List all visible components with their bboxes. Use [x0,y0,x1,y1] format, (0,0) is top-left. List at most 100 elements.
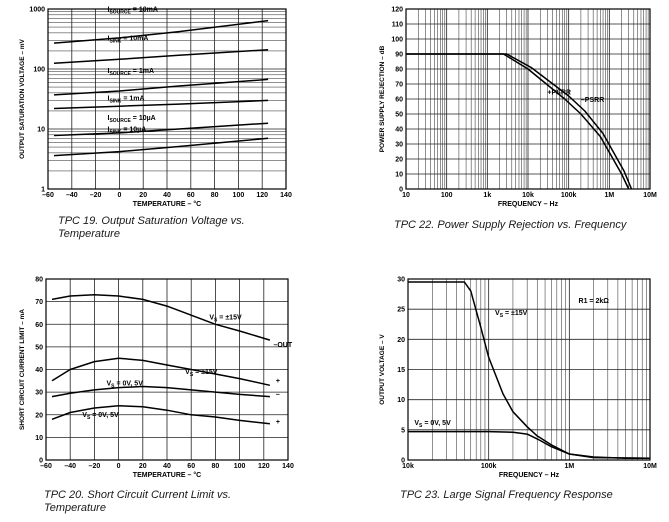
annotation-label: VS = 0V, 5V [414,420,451,429]
x-axis-label: FREQUENCY – Hz [499,472,560,479]
x-tick-label: 60 [187,463,195,470]
y-tick-label: 50 [395,112,403,119]
y-tick-label: 30 [395,142,403,149]
y-tick-label: 80 [35,277,43,284]
annotation-label: ISOURCE = 1mA [108,68,155,77]
series-line-3 [51,385,270,398]
series-line-3 [53,78,269,96]
annotation-label: VS = 0V, 5V [82,412,119,421]
x-tick-label: 1k [483,192,491,199]
y-tick-label: 70 [395,82,403,89]
plot-frame [45,278,289,461]
y-tick-label: 10 [395,172,403,179]
annotation-label: +PSRR [547,90,571,97]
y-tick-label: 100 [33,67,45,74]
x-tick-label: 10k [402,463,414,470]
chart-4: 10k 100k 1M 10M 0 5 10 15 20 25 30 FREQUENCY – Hz OU… [379,277,657,480]
y-tick-label: 0 [39,458,43,465]
x-axis-label: TEMPERATURE – °C [133,200,201,208]
x-tick-label: 20 [139,192,147,199]
chart-1: –60 –40 –20 0 20 40 60 80 100 120 140 1 10 100 1000 TEM… [19,7,292,209]
y-axis-label: SHORT CIRCUIT CURRENT LIMIT – mA [19,309,26,430]
y-tick-label: 60 [35,322,43,329]
series-line-1 [51,294,271,341]
series-line-6 [53,137,269,157]
series-line-4 [51,404,270,425]
y-axis-label: OUTPUT VOLTAGE – V [379,334,386,405]
plot-frame [47,8,287,190]
x-tick-label: –20 [89,463,101,470]
annotation-label: ISINK = 10µA [108,127,147,136]
series-line-4 [53,99,269,110]
x-tick-label: 120 [258,463,270,470]
y-tick-label: 20 [397,337,405,344]
y-tick-label: 5 [401,427,405,434]
annotation-label: – [276,392,280,399]
annotation-label: VS = 0V, 5V [107,380,144,389]
x-tick-label: –40 [66,192,78,199]
y-tick-label: 20 [395,157,403,164]
y-tick-label: 90 [395,52,403,59]
x-tick-label: 10 [402,192,410,199]
caption-tpc19: TPC 19. Output Saturation Voltage vs. Te… [58,215,245,240]
x-tick-label: 140 [282,463,294,470]
x-tick-label: 40 [163,463,171,470]
chart-3: –60 –40 –20 0 20 40 60 80 100 120 140 0 10 20 30 40 50 60… [19,277,294,480]
y-tick-label: 0 [401,458,405,465]
series-line-2 [406,53,633,190]
annotation-label: –PSRR [581,97,604,104]
caption-tpc20: TPC 20. Short Circuit Current Limit vs. … [44,489,232,514]
annotation-label: ISOURCE = 10mA [108,7,158,16]
x-axis-label: FREQUENCY – Hz [498,201,559,208]
x-tick-label: –60 [40,463,52,470]
annotation-label: R1 = 2kΩ [579,298,610,305]
plot-frame [405,8,651,190]
caption-tpc22: TPC 22. Power Supply Rejection vs. Frequ… [394,219,627,231]
y-tick-label: 30 [397,277,405,284]
y-axis-label: OUTPUT SATURATION VOLTAGE – mV [19,38,26,158]
y-tick-label: 1 [41,187,45,194]
y-tick-label: 110 [392,22,403,29]
annotation-label: VS = ±15V [209,315,242,324]
y-tick-label: 0 [399,187,403,194]
y-tick-label: 120 [391,7,403,14]
y-tick-label: 50 [35,344,43,351]
y-tick-label: 15 [397,367,405,374]
x-tick-label: 80 [211,192,219,199]
y-tick-label: 10 [35,435,43,442]
y-tick-label: 80 [395,67,403,74]
x-tick-label: 140 [280,192,292,199]
annotation-label: ISINK = 1mA [108,95,145,104]
y-tick-label: 40 [35,367,43,374]
x-tick-label: 10M [643,463,657,470]
y-tick-label: 1000 [29,7,45,14]
plot-frame [407,278,651,461]
y-tick-label: 70 [35,299,43,306]
x-tick-label: 20 [139,463,147,470]
x-tick-label: 60 [187,192,195,199]
x-tick-label: 0 [117,192,121,199]
x-tick-label: 100 [233,192,245,199]
x-tick-label: –40 [64,463,76,470]
y-tick-label: 40 [395,127,403,134]
x-tick-label: 10k [522,192,534,199]
y-tick-label: 25 [397,307,405,314]
x-tick-label: 40 [163,192,171,199]
annotation-label: VS = ±15V [495,310,528,319]
series-line-2 [408,430,651,459]
annotation-label: ISINK = 10mA [108,35,149,44]
x-tick-label: 10M [643,192,657,199]
annotation-label: VS = ±15V [185,369,218,378]
annotation-label: ISOURCE = 10µA [108,115,156,124]
x-tick-label: 1M [604,192,614,199]
chart-2: 10 100 1k 10k 100k 1M 10M010203040506070809010… [379,7,657,209]
y-tick-label: 10 [397,397,405,404]
x-tick-label: 100k [481,463,497,470]
annotation-label: –OUT [273,342,292,349]
y-tick-label: 60 [395,97,403,104]
y-tick-label: 10 [37,127,45,134]
annotation-label: + [276,419,280,426]
x-tick-label: –60 [42,192,54,199]
x-tick-label: 120 [256,192,268,199]
